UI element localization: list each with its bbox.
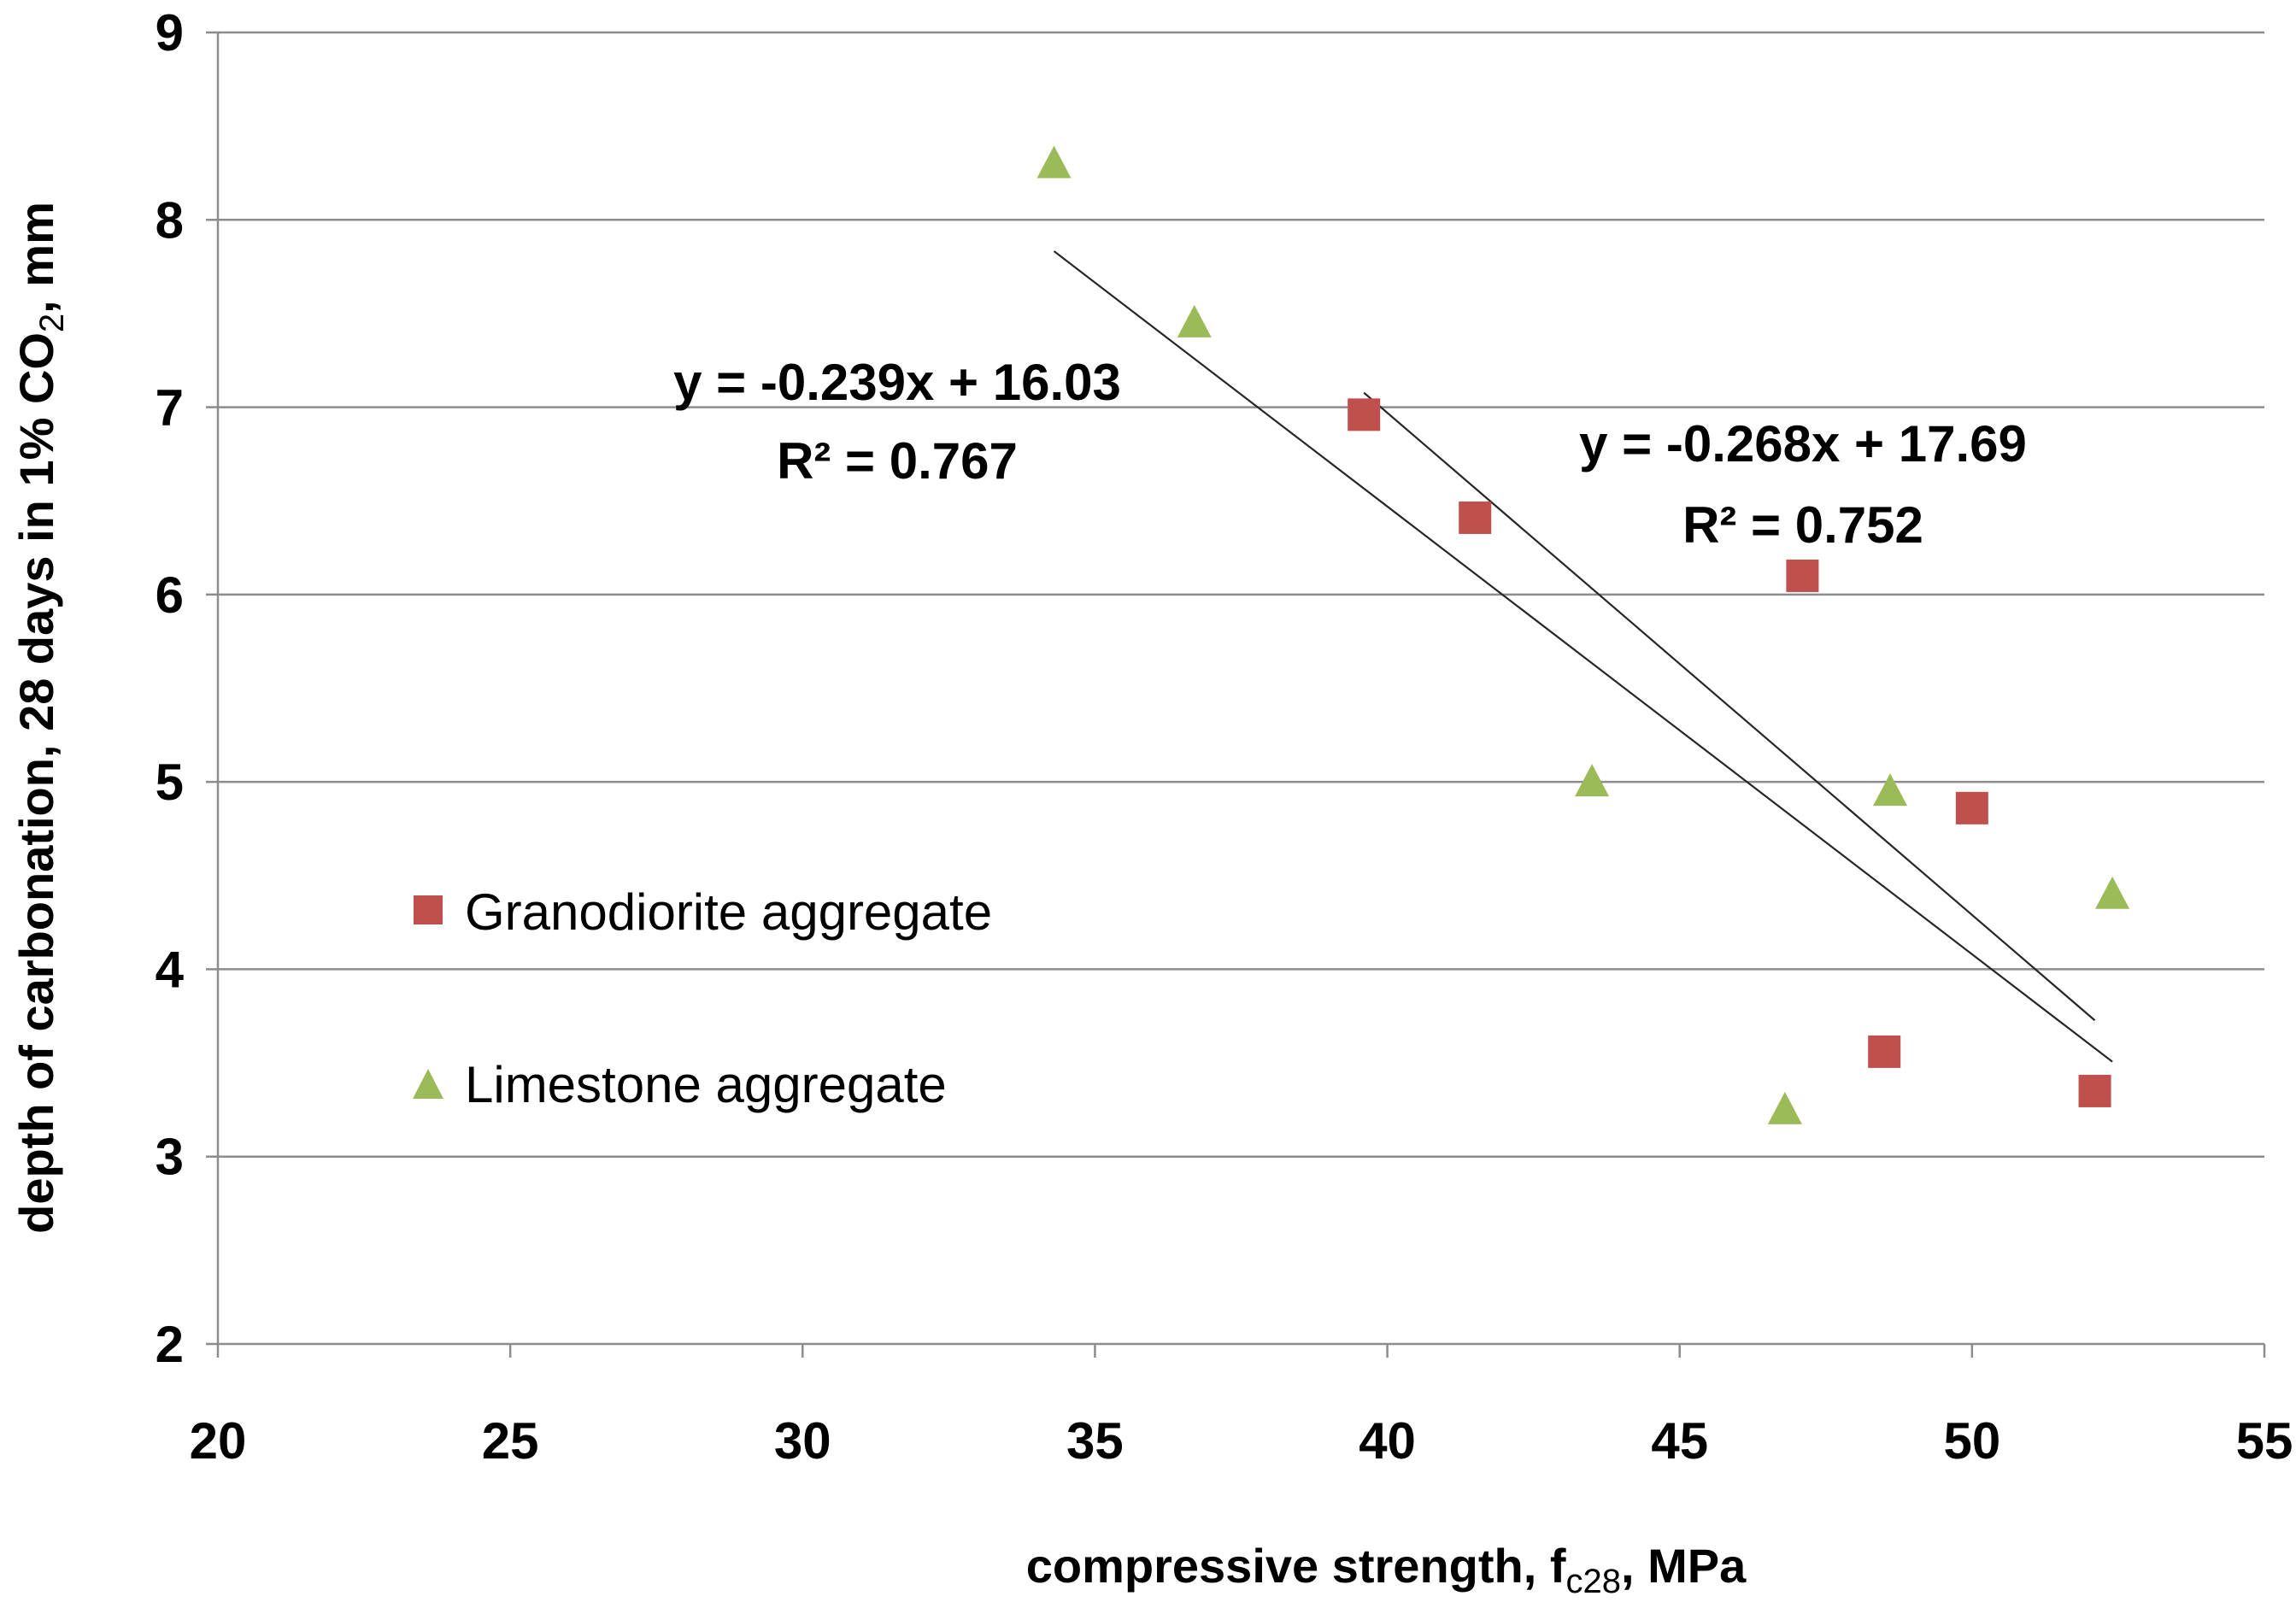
trendlines — [1053, 250, 2113, 1063]
y-axis-title: depth of carbonation, 28 days in 1% CO2,… — [9, 202, 71, 1234]
gridlines — [218, 31, 2264, 1346]
limestone-point-3 — [1767, 1091, 1802, 1124]
limestone-equation: y = -0.239x + 16.03 — [673, 354, 1121, 411]
limestone-point-4 — [1873, 773, 1908, 807]
y-tick-label-3: 3 — [156, 1129, 184, 1186]
granodiorite-point-5 — [2078, 1074, 2111, 1107]
legend-marker-granodiorite — [414, 895, 443, 924]
limestone-point-2 — [1575, 764, 1610, 797]
x-tick-label-45: 45 — [1651, 1412, 1708, 1470]
x-tick-label-40: 40 — [1359, 1412, 1416, 1470]
granodiorite-point-0 — [1348, 398, 1381, 431]
y-tick-label-5: 5 — [156, 754, 184, 811]
y-tick-label-6: 6 — [156, 566, 184, 624]
legend-label-granodiorite: Granodiorite aggregate — [465, 883, 992, 941]
y-tick-label-2: 2 — [156, 1316, 184, 1373]
y-tick-label-4: 4 — [156, 941, 185, 998]
granodiorite-point-4 — [1955, 791, 1988, 824]
legend-label-limestone: Limestone aggregate — [465, 1056, 947, 1113]
granodiorite-r2: R² = 0.752 — [1682, 496, 1923, 554]
data-points — [1036, 145, 2130, 1124]
granodiorite-point-1 — [1459, 501, 1492, 534]
granodiorite-point-2 — [1786, 559, 1819, 592]
x-tick-label-20: 20 — [190, 1412, 247, 1470]
limestone-point-0 — [1036, 145, 1072, 179]
x-tick-label-55: 55 — [2236, 1412, 2293, 1470]
granodiorite-equation: y = -0.268x + 17.69 — [1579, 415, 2027, 472]
x-axis-title: compressive strength, fc28, MPa — [1026, 1539, 1747, 1600]
x-tick-label-25: 25 — [482, 1412, 539, 1470]
y-tick-label-9: 9 — [156, 4, 184, 62]
trendline-limestone — [1053, 250, 2113, 1063]
limestone-point-5 — [2095, 876, 2130, 909]
limestone-r2: R² = 0.767 — [777, 432, 1018, 490]
x-tick-label-30: 30 — [774, 1412, 831, 1470]
limestone-point-1 — [1177, 304, 1212, 337]
legend: Granodiorite aggregate Limestone aggrega… — [413, 883, 992, 1113]
legend-marker-limestone — [413, 1069, 443, 1099]
x-tick-label-50: 50 — [1943, 1412, 2000, 1470]
x-tick-label-35: 35 — [1066, 1412, 1124, 1470]
trendline-granodiorite — [1363, 391, 2096, 1022]
y-tick-label-7: 7 — [156, 379, 184, 437]
y-tick-label-8: 8 — [156, 191, 184, 249]
granodiorite-point-3 — [1868, 1035, 1901, 1068]
